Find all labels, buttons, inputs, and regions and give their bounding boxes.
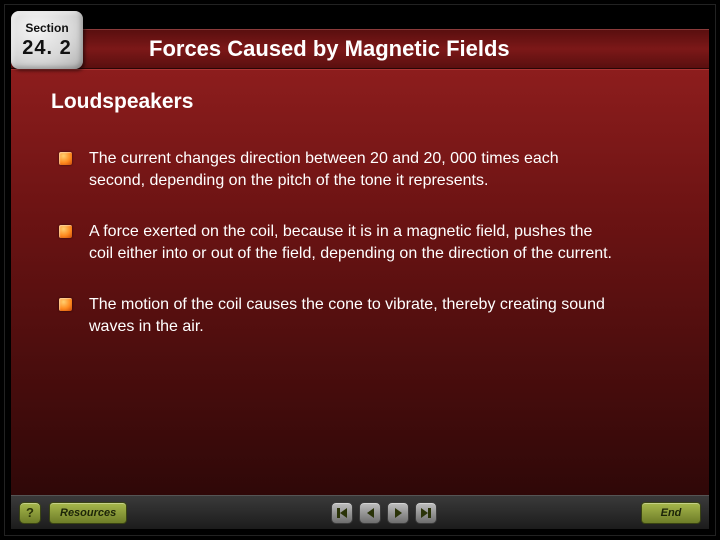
nav-group [331,502,437,524]
title-bar: Forces Caused by Magnetic Fields [11,29,709,69]
resources-button[interactable]: Resources [49,502,127,524]
bullet-item: The motion of the coil causes the cone t… [59,294,619,337]
last-button[interactable] [415,502,437,524]
slide-frame: Forces Caused by Magnetic Fields Section… [4,4,716,536]
triangle-left-icon [367,508,374,518]
triangle-right-icon [421,508,428,518]
help-button[interactable]: ? [19,502,41,524]
content-area: Loudspeakers The current changes directi… [11,69,709,495]
prev-button[interactable] [359,502,381,524]
bar-icon [428,508,431,518]
section-label: Section [25,21,68,35]
end-button[interactable]: End [641,502,701,524]
section-number: 24. 2 [22,37,71,60]
bullet-item: A force exerted on the coil, because it … [59,221,619,264]
subtitle: Loudspeakers [51,90,669,114]
slide-title: Forces Caused by Magnetic Fields [149,36,510,62]
end-label: End [661,507,682,519]
triangle-left-icon [340,508,347,518]
footer-bar: ? Resources End [11,495,709,529]
next-button[interactable] [387,502,409,524]
resources-label: Resources [60,507,116,519]
bullet-item: The current changes direction between 20… [59,148,619,191]
bullet-list: The current changes direction between 20… [59,148,669,338]
question-icon: ? [26,505,34,520]
triangle-right-icon [395,508,402,518]
section-tab: Section 24. 2 [11,11,83,69]
first-button[interactable] [331,502,353,524]
